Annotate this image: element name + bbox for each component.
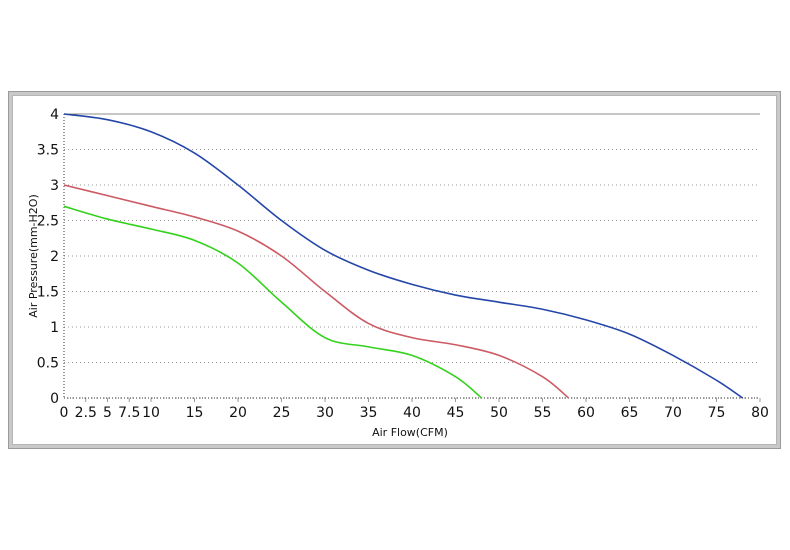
y-tick-label: 0.5 bbox=[37, 356, 59, 372]
y-tick-label: 2.5 bbox=[37, 214, 59, 230]
y-tick-label: 4 bbox=[50, 107, 59, 123]
x-tick-label: 5 bbox=[103, 405, 112, 421]
x-tick-label: 80 bbox=[751, 405, 769, 421]
y-tick-label: 3 bbox=[50, 178, 59, 194]
y-tick-label: 1 bbox=[50, 320, 59, 336]
x-tick-label: 25 bbox=[273, 405, 291, 421]
x-tick-label: 2.5 bbox=[75, 405, 97, 421]
x-tick-label: 60 bbox=[577, 405, 595, 421]
x-tick-label: 35 bbox=[360, 405, 378, 421]
chart-frame bbox=[8, 91, 781, 449]
x-tick-label: 7.5 bbox=[118, 405, 140, 421]
x-tick-label: 70 bbox=[664, 405, 682, 421]
series-line-2 bbox=[63, 184, 570, 399]
chart-panel bbox=[12, 95, 777, 445]
x-tick-labels: 0 2.5 5 7.5 10 15 20 25 30 35 40 45 50 55 60 65 70 75 80 bbox=[60, 405, 769, 421]
series-line-1 bbox=[63, 113, 744, 399]
y-tick-label: 0 bbox=[50, 391, 59, 407]
y-tick-label: 3.5 bbox=[37, 143, 59, 159]
x-tick-label: 50 bbox=[490, 405, 508, 421]
x-tick-label: 30 bbox=[316, 405, 334, 421]
x-tick-label: 20 bbox=[229, 405, 247, 421]
x-tick-label: 65 bbox=[621, 405, 639, 421]
x-tick-label: 40 bbox=[403, 405, 421, 421]
x-tick-label: 55 bbox=[534, 405, 552, 421]
y-axis-title: Air Pressure(mm-H2O) bbox=[27, 194, 40, 317]
axes bbox=[63, 114, 760, 399]
x-tick-label: 45 bbox=[447, 405, 465, 421]
y-tick-label: 1.5 bbox=[37, 285, 59, 301]
x-tick-label: 10 bbox=[142, 405, 160, 421]
grid bbox=[64, 113, 761, 402]
x-tick-label: 0 bbox=[60, 405, 69, 421]
y-tick-label: 2 bbox=[50, 249, 59, 265]
series-line-3 bbox=[63, 205, 483, 399]
x-axis-title: Air Flow(CFM) bbox=[372, 426, 448, 439]
series-group bbox=[63, 113, 744, 399]
x-tick-label: 15 bbox=[186, 405, 204, 421]
x-tick-label: 75 bbox=[708, 405, 726, 421]
y-tick-labels: 0 0.5 1 1.5 2 2.5 3 3.5 4 bbox=[37, 107, 59, 407]
